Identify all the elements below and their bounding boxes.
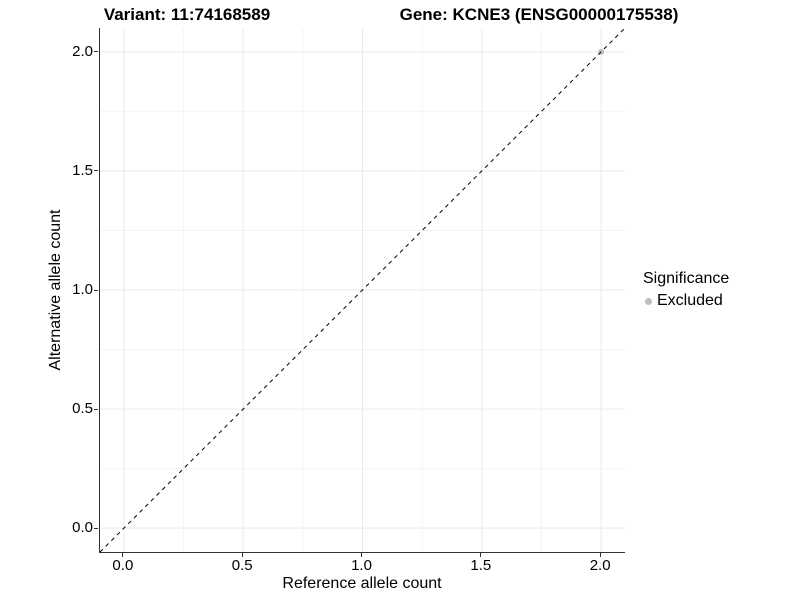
x-tick-mark	[361, 553, 362, 557]
y-axis-title: Alternative allele count	[47, 209, 64, 371]
y-tick-label: 0.0	[72, 519, 93, 537]
x-tick-label: 0.5	[231, 557, 253, 574]
plot-panel	[99, 28, 625, 553]
x-tick-label: 0.0	[112, 557, 134, 574]
legend-item-excluded: Excluded	[643, 292, 729, 310]
x-tick-mark	[599, 553, 601, 557]
y-tick-mark	[94, 408, 98, 410]
x-tick-mark	[480, 553, 482, 557]
x-tick-mark	[122, 553, 124, 557]
y-tick-label: 1.0	[72, 281, 93, 298]
legend-title: Significance	[643, 270, 730, 287]
x-axis-title: Reference allele count	[282, 575, 442, 592]
y-tick-label: 1.5	[72, 161, 93, 179]
x-tick-mark	[241, 553, 243, 557]
legend-item-label: Excluded	[657, 292, 723, 309]
y-tick-label: 0.5	[72, 400, 93, 418]
y-tick-mark	[94, 289, 98, 291]
plot-title-variant: Variant: 11:74168589	[103, 5, 271, 24]
y-tick-mark	[94, 170, 98, 172]
y-tick-label: 2.0	[72, 42, 93, 60]
y-tick-mark	[94, 527, 98, 529]
legend-marker-circle-icon	[645, 297, 652, 305]
plot-canvas	[100, 28, 625, 552]
legend: Significance Excluded	[643, 269, 729, 310]
plot-title-gene: Gene: KCNE3 (ENSG00000175538)	[399, 5, 679, 24]
y-tick-mark	[94, 51, 98, 53]
x-tick-label: 2.0	[589, 557, 611, 574]
identity-reference-line	[100, 28, 625, 552]
x-tick-label: 1.0	[351, 557, 372, 574]
x-tick-label: 1.5	[470, 557, 492, 574]
